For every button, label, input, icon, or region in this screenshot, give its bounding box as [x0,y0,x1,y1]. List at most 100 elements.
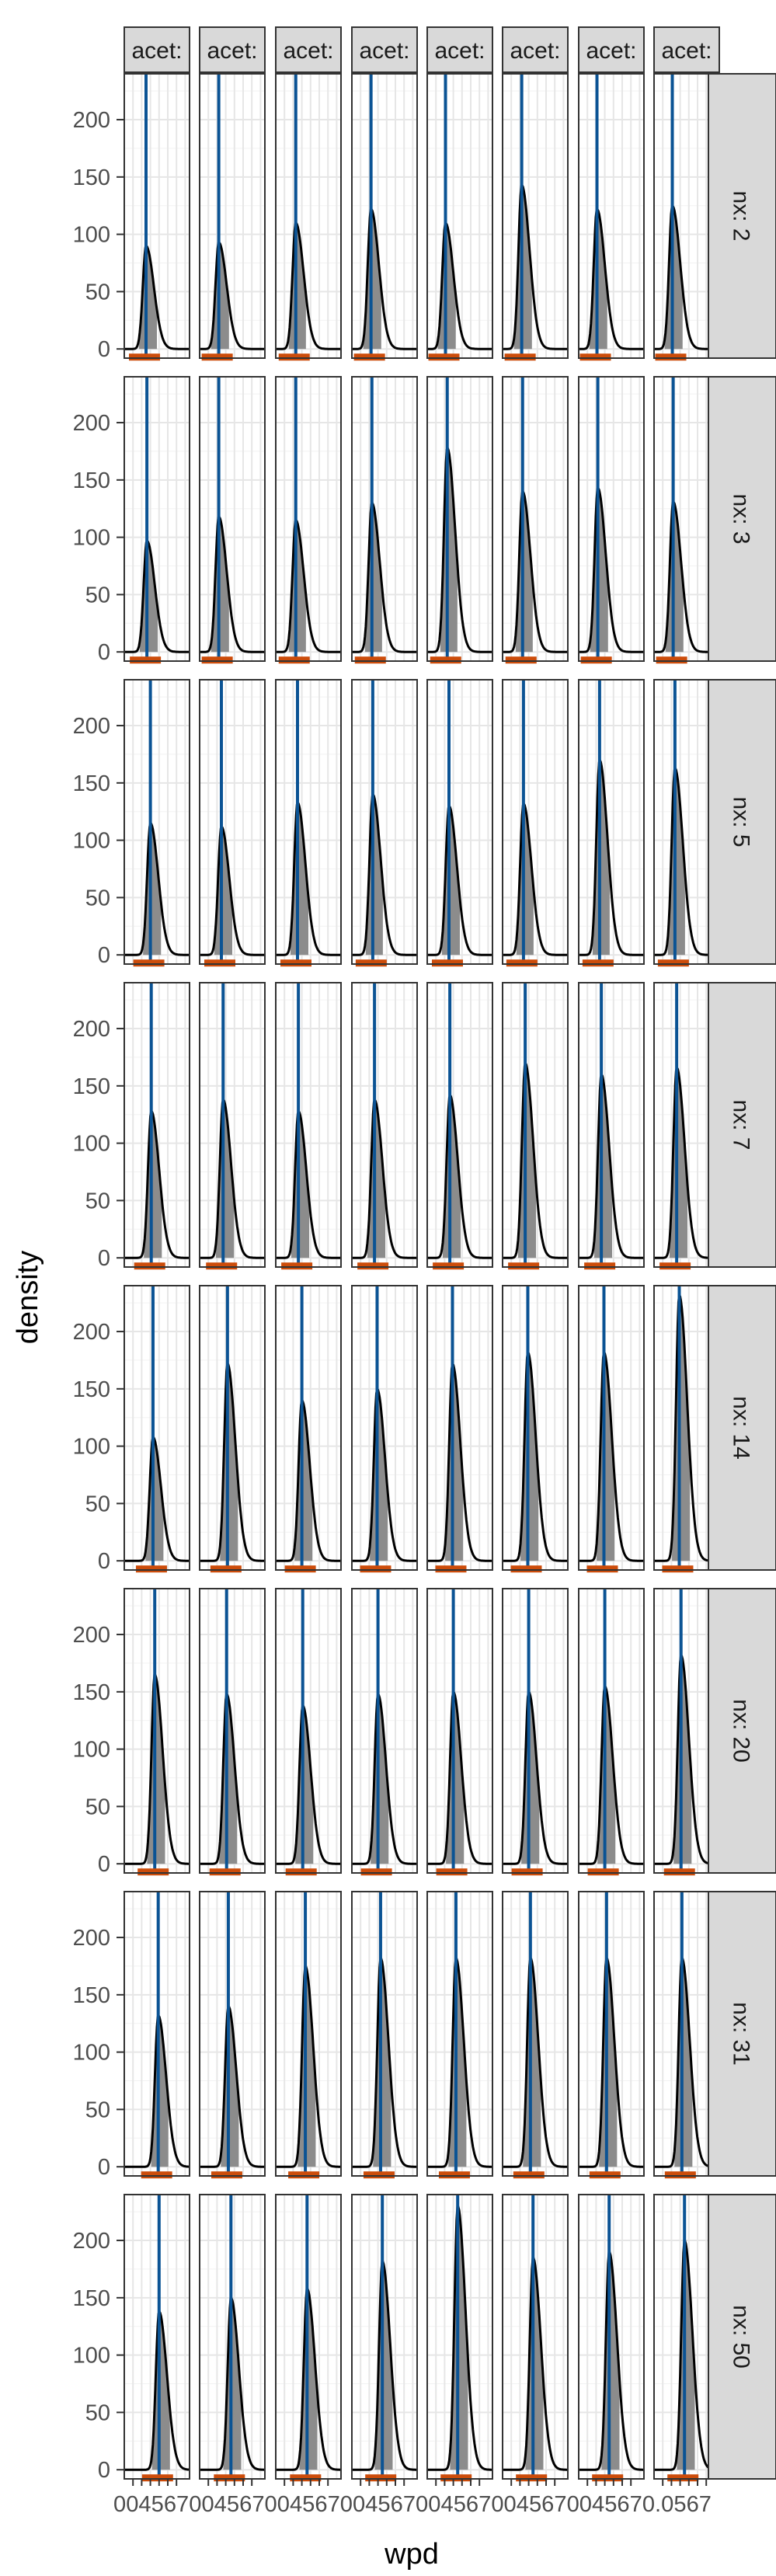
rug-marks [206,1262,238,1270]
column-strip [199,26,266,73]
rug-marks [659,1262,691,1270]
panel-background [579,74,644,358]
panel-background [579,680,644,964]
facet-panel [124,679,190,967]
rug-marks [201,656,233,664]
y-tick-label: 0 [98,1852,110,1877]
row-strip [708,982,776,1268]
density-fill [144,1111,162,1258]
density-line [579,207,644,350]
rug-marks [288,2171,320,2179]
panel-background [427,74,492,358]
facet-panel [351,1588,418,1876]
facet-panel [199,1891,266,2179]
row-strip-label: nx: 31 [729,2002,754,2066]
rug-marks [656,656,687,664]
y-tick-label: 50 [85,1492,110,1516]
facet-panel [199,2194,266,2482]
facet-panel [199,679,266,967]
column-strip-label: acet: [434,38,485,64]
y-tick-label: 100 [73,1132,110,1157]
density-line [200,514,265,653]
y-tick-label: 150 [73,468,110,493]
rug-marks [582,959,614,967]
y-tick-label: 50 [85,886,110,910]
density-line [503,2256,568,2471]
facet-panel [426,679,493,967]
density-line [276,799,341,956]
density-line [503,1349,568,1562]
density-fill [370,1388,388,1561]
facet-panel [199,982,266,1270]
rug-marks [506,959,538,967]
facet-panel [578,376,645,664]
density-line [352,792,417,956]
rug-marks [209,1868,241,1876]
y-tick-label: 50 [85,1189,110,1213]
facet-panel [502,73,569,361]
density-line [427,445,492,653]
rug-marks [137,1868,169,1876]
facet-panel [578,73,645,361]
density-line [276,1398,341,1562]
density-fill [138,245,157,350]
density-fill [597,1352,615,1561]
rug-marks [516,2474,548,2482]
panel-border [502,982,569,1268]
panel-border [199,679,266,965]
rug-marks [511,1868,543,1876]
rug-marks [201,353,233,361]
density-line [503,801,568,956]
facet-panel [426,982,493,1270]
panel-border [578,73,645,359]
density-line [200,1097,265,1259]
rug-marks [440,2474,472,2482]
rug-marks [214,2474,245,2482]
density-line [427,1360,492,1562]
density-line [352,1691,417,1865]
rug-marks [579,353,611,361]
x-axis-title: wpd [384,2538,439,2571]
row-strip [708,73,776,359]
density-fill [371,1694,389,1864]
facet-panel [426,1285,493,1573]
rug-marks [428,353,460,361]
x-tick-labels: 0045670045670045670045670045670045670045… [113,2492,712,2517]
density-fill [446,1691,465,1864]
y-tick-label: 200 [73,411,110,436]
facet-panel [275,982,342,1270]
y-tick-label: 0 [98,943,110,968]
density-fill [219,1694,238,1864]
facet-panel [351,2194,418,2482]
panel-border [275,73,342,359]
y-tick-label: 200 [73,1017,110,1042]
density-line [276,518,341,653]
panel-background [352,680,417,964]
y-tick-label: 200 [73,1926,110,1951]
density-line [200,1691,265,1865]
density-line [427,1689,492,1865]
row-strip [708,679,776,965]
rug-marks [278,656,310,664]
rug-marks [513,2171,545,2179]
rug-marks [662,1565,694,1573]
density-line [352,1386,417,1562]
rug-marks [435,1565,467,1573]
facet-panel [124,1285,190,1573]
column-strip-label: acet: [283,38,333,64]
rug-marks [592,2474,624,2482]
column-strip [351,26,418,73]
y-tick-label: 150 [73,1074,110,1099]
facet-panel [426,1891,493,2179]
y-tick-label: 100 [73,1738,110,1763]
y-tick-label: 150 [73,1377,110,1402]
rug-marks [587,1868,619,1876]
density-fill [291,1111,310,1258]
rug-marks [134,1262,165,1270]
panel-border [426,73,493,359]
density-line [200,824,265,956]
y-tick-label: 150 [73,771,110,796]
panel-border [351,376,418,662]
panel-border [275,679,342,965]
